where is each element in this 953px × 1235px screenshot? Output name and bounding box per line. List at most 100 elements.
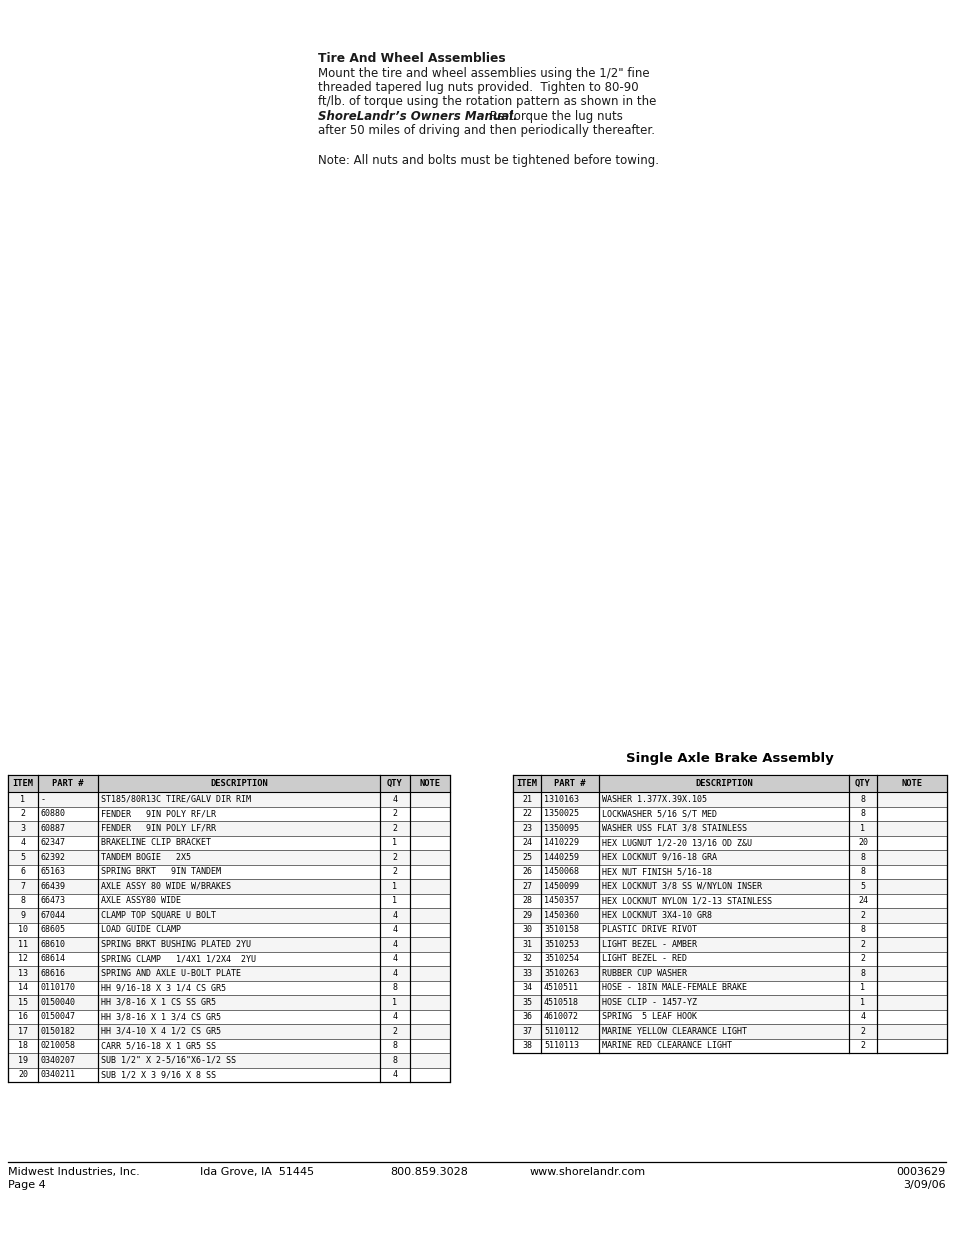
Text: 17: 17 [18,1026,28,1036]
Bar [513,995,946,1009]
Text: 1: 1 [860,824,864,832]
Text: BRAKELINE CLIP BRACKET: BRAKELINE CLIP BRACKET [101,839,211,847]
Text: 4: 4 [860,1013,864,1021]
Text: MARINE YELLOW CLEARANCE LIGHT: MARINE YELLOW CLEARANCE LIGHT [601,1026,746,1036]
Text: 5110113: 5110113 [543,1041,578,1050]
Text: 4: 4 [392,955,397,963]
Text: DESCRIPTION: DESCRIPTION [210,779,268,788]
Text: 4: 4 [392,1071,397,1079]
Text: HEX LOCKNUT 9/16-18 GRA: HEX LOCKNUT 9/16-18 GRA [601,852,717,862]
Text: SUB 1/2" X 2-5/16"X6-1/2 SS: SUB 1/2" X 2-5/16"X6-1/2 SS [101,1056,235,1065]
Text: 1450357: 1450357 [543,897,578,905]
Text: 4510511: 4510511 [543,983,578,992]
Text: TANDEM BOGIE   2X5: TANDEM BOGIE 2X5 [101,852,191,862]
Text: 8: 8 [860,795,864,804]
Text: 3510263: 3510263 [543,968,578,978]
Text: HEX NUT FINISH 5/16-18: HEX NUT FINISH 5/16-18 [601,867,711,877]
Text: HH 3/8-16 X 1 3/4 CS GR5: HH 3/8-16 X 1 3/4 CS GR5 [101,1013,221,1021]
Text: HEX LOCKNUT 3/8 SS W/NYLON INSER: HEX LOCKNUT 3/8 SS W/NYLON INSER [601,882,761,890]
Text: 1: 1 [860,998,864,1007]
Text: 1350095: 1350095 [543,824,578,832]
Bar [513,1024,946,1039]
Text: LOAD GUIDE CLAMP: LOAD GUIDE CLAMP [101,925,181,934]
Text: 24: 24 [521,839,532,847]
Text: HEX LUGNUT 1/2-20 13/16 OD Z&U: HEX LUGNUT 1/2-20 13/16 OD Z&U [601,839,751,847]
Text: 33: 33 [521,968,532,978]
Text: 11: 11 [18,940,28,948]
Text: ITEM: ITEM [516,779,537,788]
Bar [513,966,946,981]
Text: 35: 35 [521,998,532,1007]
Text: 8: 8 [860,809,864,819]
Text: 800.859.3028: 800.859.3028 [390,1167,467,1177]
Text: 8: 8 [392,1056,397,1065]
Text: 0340207: 0340207 [41,1056,76,1065]
Text: 7: 7 [20,882,26,890]
Text: FENDER   9IN POLY LF/RR: FENDER 9IN POLY LF/RR [101,824,215,832]
Bar [513,776,946,792]
Text: SUB 1/2 X 3 9/16 X 8 SS: SUB 1/2 X 3 9/16 X 8 SS [101,1071,215,1079]
Text: 34: 34 [521,983,532,992]
Text: 67044: 67044 [41,910,66,920]
Bar [8,995,450,1009]
Text: 2: 2 [392,809,397,819]
Text: 62347: 62347 [41,839,66,847]
Text: Single Axle Brake Assembly: Single Axle Brake Assembly [625,752,833,764]
Text: 5110112: 5110112 [543,1026,578,1036]
Text: 68605: 68605 [41,925,66,934]
Bar [8,776,450,792]
Text: Tire And Wheel Assemblies: Tire And Wheel Assemblies [317,52,505,65]
Text: 0150040: 0150040 [41,998,76,1007]
Text: 14: 14 [18,983,28,992]
Text: 65163: 65163 [41,867,66,877]
Text: HH 3/8-16 X 1 CS SS GR5: HH 3/8-16 X 1 CS SS GR5 [101,998,215,1007]
Text: SPRING BRKT   9IN TANDEM: SPRING BRKT 9IN TANDEM [101,867,221,877]
Text: 4: 4 [392,940,397,948]
Text: HEX LOCKNUT 3X4-10 GR8: HEX LOCKNUT 3X4-10 GR8 [601,910,711,920]
Text: 8: 8 [860,852,864,862]
Text: PART #: PART # [554,779,585,788]
Text: CLAMP TOP SQUARE U BOLT: CLAMP TOP SQUARE U BOLT [101,910,215,920]
Text: Mount the tire and wheel assemblies using the 1/2" fine: Mount the tire and wheel assemblies usin… [317,67,649,80]
Text: 3510158: 3510158 [543,925,578,934]
Text: 8: 8 [392,1041,397,1050]
Text: 4: 4 [392,925,397,934]
Text: HOSE - 18IN MALE-FEMALE BRAKE: HOSE - 18IN MALE-FEMALE BRAKE [601,983,746,992]
Text: 4: 4 [392,1013,397,1021]
Text: after 50 miles of driving and then periodically thereafter.: after 50 miles of driving and then perio… [317,124,655,137]
Text: 2: 2 [392,1026,397,1036]
Text: 68616: 68616 [41,968,66,978]
Text: 4: 4 [392,795,397,804]
Text: 3/09/06: 3/09/06 [902,1179,945,1191]
Text: 29: 29 [521,910,532,920]
Text: 37: 37 [521,1026,532,1036]
Text: 32: 32 [521,955,532,963]
Text: SPRING  5 LEAF HOOK: SPRING 5 LEAF HOOK [601,1013,697,1021]
Text: ST185/80R13C TIRE/GALV DIR RIM: ST185/80R13C TIRE/GALV DIR RIM [101,795,251,804]
Text: Note: All nuts and bolts must be tightened before towing.: Note: All nuts and bolts must be tighten… [317,154,659,167]
Text: RUBBER CUP WASHER: RUBBER CUP WASHER [601,968,686,978]
Text: QTY: QTY [387,779,402,788]
Text: HOSE CLIP - 1457-YZ: HOSE CLIP - 1457-YZ [601,998,697,1007]
Text: 3: 3 [20,824,26,832]
Text: 2: 2 [392,852,397,862]
Text: threaded tapered lug nuts provided.  Tighten to 80-90: threaded tapered lug nuts provided. Tigh… [317,82,638,94]
Text: 60880: 60880 [41,809,66,819]
Text: 10: 10 [18,925,28,934]
Text: 1: 1 [392,897,397,905]
Text: 0210058: 0210058 [41,1041,76,1050]
Text: NOTE: NOTE [901,779,922,788]
Text: 13: 13 [18,968,28,978]
Text: 38: 38 [521,1041,532,1050]
Bar [513,792,946,806]
Text: 19: 19 [18,1056,28,1065]
Bar [8,850,450,864]
Text: DESCRIPTION: DESCRIPTION [695,779,752,788]
Text: 60887: 60887 [41,824,66,832]
Text: 25: 25 [521,852,532,862]
Text: AXLE ASSY80 WIDE: AXLE ASSY80 WIDE [101,897,181,905]
Text: Ida Grove, IA  51445: Ida Grove, IA 51445 [200,1167,314,1177]
Text: 9: 9 [20,910,26,920]
Text: HEX LOCKNUT NYLON 1/2-13 STAINLESS: HEX LOCKNUT NYLON 1/2-13 STAINLESS [601,897,771,905]
Text: 26: 26 [521,867,532,877]
